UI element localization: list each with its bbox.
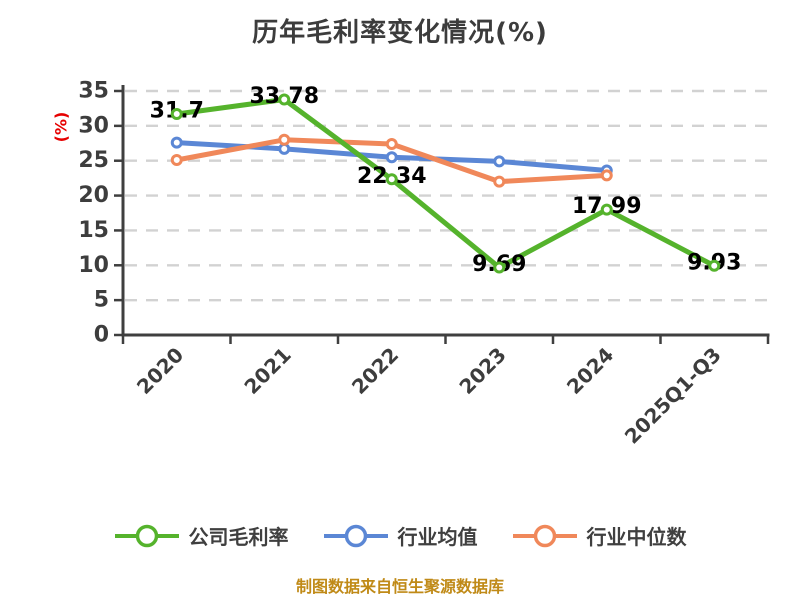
legend-item-industry-average[interactable]: 行业均值 xyxy=(323,521,478,550)
svg-text:0: 0 xyxy=(94,323,109,348)
svg-text:2020: 2020 xyxy=(132,343,188,399)
svg-text:2025Q1-Q3: 2025Q1-Q3 xyxy=(620,343,726,449)
svg-text:10: 10 xyxy=(78,253,109,278)
svg-text:(%): (%) xyxy=(52,112,71,143)
svg-text:2022: 2022 xyxy=(347,343,403,399)
svg-text:35: 35 xyxy=(78,79,109,104)
legend-label-industry-median: 行业中位数 xyxy=(586,525,687,549)
legend-marker-industry-median-icon xyxy=(512,523,578,549)
legend-marker-company-margin-icon xyxy=(114,523,180,549)
chart-title: 历年毛利率变化情况(%) xyxy=(252,18,548,48)
svg-text:5: 5 xyxy=(94,288,109,313)
legend-item-industry-median[interactable]: 行业中位数 xyxy=(512,521,687,550)
legend-item-company-margin[interactable]: 公司毛利率 xyxy=(114,521,289,550)
legend-marker-industry-average-icon xyxy=(323,523,389,549)
svg-text:2024: 2024 xyxy=(562,343,618,399)
legend: 公司毛利率 行业均值 行业中位数 xyxy=(0,521,800,550)
legend-label-company-margin: 公司毛利率 xyxy=(188,525,289,549)
svg-text:2021: 2021 xyxy=(239,343,295,399)
svg-text:20: 20 xyxy=(78,183,109,208)
svg-text:30: 30 xyxy=(78,113,109,138)
legend-label-industry-average: 行业均值 xyxy=(397,525,478,549)
svg-text:25: 25 xyxy=(78,148,109,173)
data-source-note: 制图数据来自恒生聚源数据库 xyxy=(295,577,504,596)
svg-text:2023: 2023 xyxy=(454,343,510,399)
svg-text:15: 15 xyxy=(78,218,109,243)
